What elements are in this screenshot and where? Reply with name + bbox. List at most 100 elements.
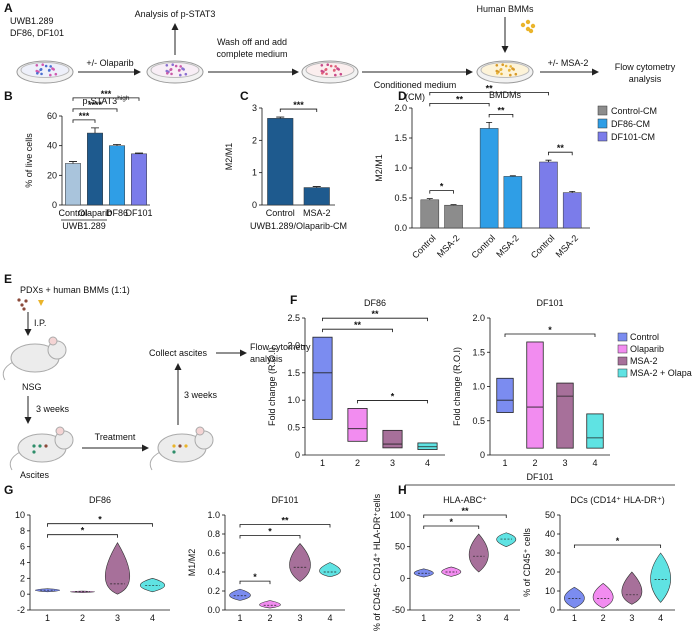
- x-tick-label: 3: [390, 458, 395, 468]
- sig-bracket: [429, 103, 490, 107]
- y-axis-label: Fold change (R.O.I): [452, 347, 462, 426]
- y-axis-label: % of CD45⁺ CD14⁺ HLA-DR⁺cells: [372, 493, 382, 631]
- y-tick-label: 50: [395, 542, 405, 552]
- sig-label: ***: [79, 111, 90, 121]
- y-tick-label: 2: [252, 135, 257, 145]
- legend-label: Control: [630, 332, 659, 342]
- y-tick-label: 0.6: [207, 548, 220, 558]
- error-bar: [276, 116, 285, 119]
- panel-h-heading: DF101: [405, 472, 675, 486]
- cell: [339, 72, 343, 76]
- cell: [320, 69, 324, 73]
- y-tick-label: 2.0: [287, 340, 300, 350]
- x-axis-label: UWB1.289/Olaparib-CM: [250, 221, 347, 231]
- y-axis-label: M2/M1: [374, 154, 384, 182]
- x-tick-label: 2: [532, 458, 537, 468]
- pdx: [17, 298, 21, 302]
- mouse-spot: [44, 444, 48, 448]
- panel-e: E PDXs + human BMMs (1:1) I.P. NSG 3 wee…: [4, 272, 311, 480]
- cell: [174, 64, 178, 68]
- y-tick-label: 30: [545, 548, 555, 558]
- cell: [179, 73, 182, 77]
- cell: [320, 63, 324, 67]
- cell: [495, 69, 499, 73]
- sig-bracket: [72, 108, 118, 112]
- y-tick-label: 0.5: [287, 423, 300, 433]
- cell: [35, 63, 39, 67]
- violin: [289, 543, 311, 582]
- error-bar: [509, 175, 516, 177]
- sig-label: **: [371, 309, 379, 319]
- x-tick-label: 3: [115, 613, 120, 623]
- sig-label: **: [354, 320, 362, 330]
- cell: [514, 72, 518, 76]
- cell: [500, 72, 503, 76]
- panel-a: A UWB1.289 DF86, DF101 +/- Olaparib Anal…: [4, 1, 676, 102]
- bar: [420, 199, 440, 229]
- pdx: [24, 299, 28, 303]
- y-tick-label: 1: [252, 168, 257, 178]
- error-bar: [450, 204, 457, 206]
- sig-label: **: [281, 516, 289, 526]
- x-tick-label: MSA-2: [303, 208, 331, 218]
- step-label: Collect ascites: [149, 348, 208, 358]
- cell-line: UWB1.289: [10, 16, 54, 26]
- cell: [169, 68, 173, 71]
- sig-label: *: [616, 536, 620, 546]
- cell: [507, 69, 511, 72]
- x-tick-label: 2: [355, 458, 360, 468]
- title-text: DF101: [536, 298, 563, 308]
- legend-swatch: [597, 105, 608, 116]
- y-tick-label: 2.0: [394, 103, 407, 113]
- bar: [444, 204, 463, 229]
- mouse-tail: [149, 451, 161, 471]
- sig-label: *: [268, 527, 272, 537]
- y-tick-label: 40: [47, 141, 57, 151]
- x-tick-label: DF86: [106, 208, 128, 218]
- step-label: 3 weeks: [184, 390, 218, 400]
- sig-bracket: [239, 524, 331, 528]
- y-axis-label: % of CD45⁺ cells: [522, 528, 532, 597]
- cell: [509, 73, 512, 77]
- bar: [503, 176, 523, 229]
- bar: [562, 192, 582, 229]
- x-tick-label: 1: [237, 613, 242, 623]
- step-label: NSG: [22, 382, 42, 392]
- cell: [495, 63, 499, 67]
- legend-swatch: [617, 356, 628, 366]
- bar: [65, 163, 81, 206]
- violin: [441, 566, 462, 577]
- x-tick-label: Control: [266, 208, 295, 218]
- y-tick-label: 0.5: [472, 416, 485, 426]
- cell: [504, 64, 508, 68]
- sig-label: ****: [88, 100, 103, 110]
- legend-swatch: [617, 344, 628, 354]
- cell: [49, 73, 52, 77]
- panel-label: F: [290, 293, 297, 307]
- mouse-ear: [55, 426, 65, 436]
- title-sup: high: [117, 95, 130, 102]
- x-tick-label: 2: [449, 613, 454, 623]
- mouse-tail: [2, 361, 14, 381]
- violin: [564, 586, 585, 609]
- range-box: [556, 382, 574, 449]
- x-tick-label: 4: [658, 613, 663, 623]
- cell: [334, 73, 337, 77]
- cell-line: DF86, DF101: [10, 28, 64, 38]
- y-tick-label: 3: [252, 103, 257, 113]
- step-label: complete medium: [216, 49, 287, 59]
- panel-label: H: [398, 483, 407, 497]
- bar: [109, 145, 125, 206]
- error-bar: [113, 144, 121, 146]
- x-tick-label: Control: [58, 208, 87, 218]
- bar: [267, 118, 294, 206]
- sig-bracket: [429, 190, 454, 194]
- y-tick-label: 0.8: [207, 529, 220, 539]
- y-tick-label: 20: [545, 567, 555, 577]
- violin: [468, 533, 489, 573]
- violin: [650, 552, 671, 603]
- y-tick-label: 0.2: [207, 586, 220, 596]
- sig-bracket: [429, 92, 549, 96]
- sig-bracket: [322, 328, 393, 333]
- sig-label: *: [548, 325, 552, 335]
